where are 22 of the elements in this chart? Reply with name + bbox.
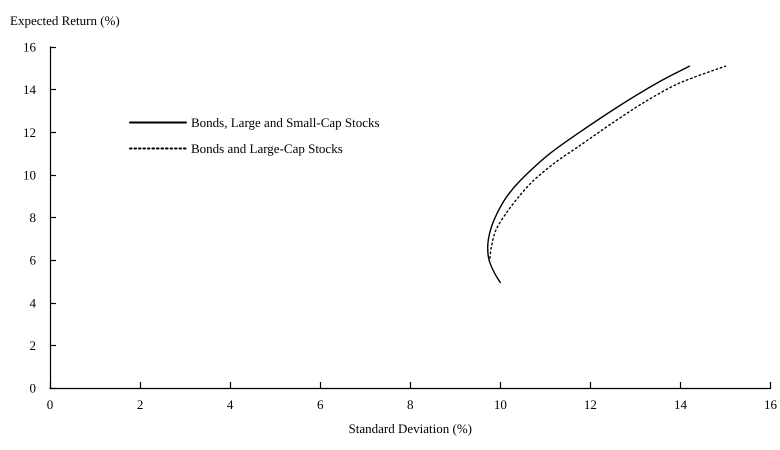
x-tick-label: 14 [674,397,688,412]
x-tick-label: 16 [764,397,778,412]
y-tick-label: 10 [23,167,36,182]
y-tick-label: 4 [30,295,36,310]
x-axis-title: Standard Deviation (%) [348,421,472,436]
y-tick-label: 0 [30,380,36,396]
y-tick-label: 16 [23,40,36,54]
y-tick-label: 2 [30,338,36,353]
x-tick-label: 6 [316,397,324,412]
y-tick-label: 14 [23,82,36,98]
x-tick-label: 10 [494,397,507,412]
legend-label: Bonds and Large-Cap Stocks [191,141,343,156]
y-tick-label: 6 [30,252,36,268]
x-tick-label: 0 [46,397,54,412]
x-tick-label: 4 [226,397,234,412]
y-tick-label: 8 [30,210,36,225]
x-tick-label: 12 [584,397,597,412]
x-tick-label: 2 [136,397,144,412]
legend-label: Bonds, Large and Small-Cap Stocks [191,115,380,130]
y-axis-title: Expected Return (%) [10,13,120,28]
x-tick-label: 8 [407,397,414,412]
y-tick-label: 12 [23,124,36,140]
